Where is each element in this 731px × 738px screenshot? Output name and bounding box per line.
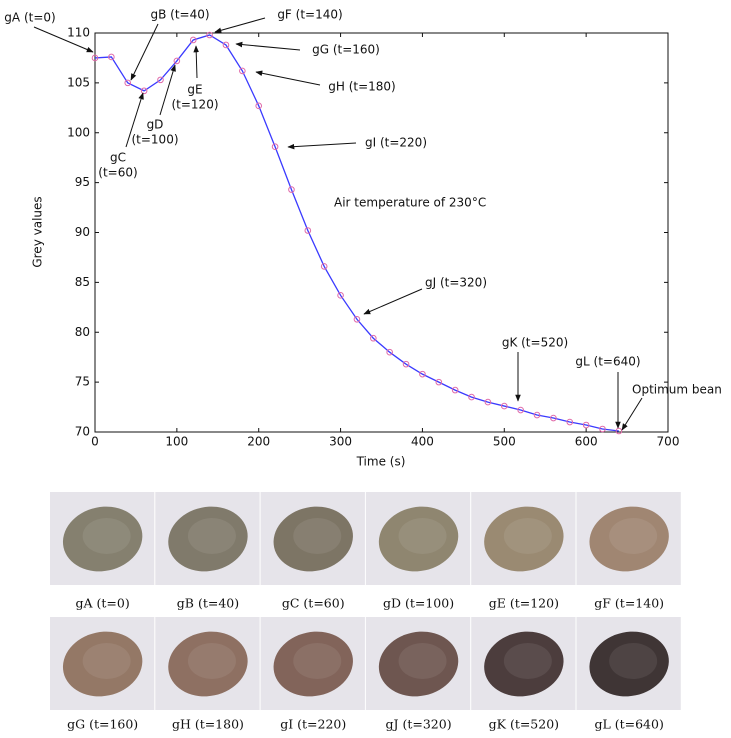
photo-caption: gD (t=100) — [383, 596, 454, 611]
photo-caption: gK (t=520) — [489, 717, 559, 732]
photo — [155, 492, 259, 585]
photo — [366, 492, 470, 585]
y-tick-label: 85 — [75, 275, 90, 289]
bean-highlight — [83, 643, 131, 679]
photo — [261, 617, 365, 710]
annotation: gF (t=140) — [277, 8, 342, 22]
annotation: (t=120) — [171, 98, 218, 112]
bean-highlight — [188, 643, 236, 679]
bean-highlight — [83, 518, 131, 554]
photo-caption: gE (t=120) — [489, 596, 559, 611]
photo-caption: gC (t=60) — [282, 596, 345, 611]
x-tick-label: 600 — [575, 435, 598, 449]
annotation: Air temperature of 230°C — [334, 196, 486, 210]
x-tick-label: 500 — [493, 435, 516, 449]
photo-caption: gB (t=40) — [177, 596, 239, 611]
annotation: (t=100) — [131, 133, 178, 147]
photo-caption: gA (t=0) — [76, 596, 130, 611]
x-tick-label: 400 — [411, 435, 434, 449]
x-tick-label: 0 — [91, 435, 99, 449]
annotation: Optimum bean — [632, 383, 722, 397]
annotation-arrow — [236, 44, 300, 50]
annotation: gB (t=40) — [150, 8, 209, 22]
annotation: gJ (t=320) — [425, 276, 487, 290]
bean-highlight — [188, 518, 236, 554]
photo — [577, 617, 681, 710]
bean-highlight — [293, 518, 341, 554]
data-line — [95, 35, 619, 431]
annotation: gA (t=0) — [4, 11, 55, 25]
annotation: gD — [147, 118, 164, 132]
y-axis-label: Grey values — [31, 196, 45, 267]
annotation: gK (t=520) — [502, 336, 568, 350]
photo — [261, 492, 365, 585]
annotation: gG (t=160) — [312, 43, 380, 57]
photo-caption: gI (t=220) — [280, 717, 346, 732]
photo-caption: gH (t=180) — [172, 717, 244, 732]
annotation: gL (t=640) — [575, 355, 640, 369]
photo — [471, 617, 575, 710]
photo — [366, 617, 470, 710]
bean-highlight — [609, 643, 657, 679]
y-tick-label: 105 — [67, 75, 90, 89]
y-tick-label: 110 — [67, 26, 90, 40]
annotation: gI (t=220) — [365, 136, 427, 150]
bean-highlight — [399, 643, 447, 679]
y-tick-label: 80 — [75, 325, 90, 339]
x-tick-label: 300 — [329, 435, 352, 449]
annotation-arrow — [364, 289, 422, 314]
photo — [577, 492, 681, 585]
y-tick-label: 95 — [75, 175, 90, 189]
x-tick-label: 100 — [165, 435, 188, 449]
y-tick-label: 90 — [75, 225, 90, 239]
annotation: gE — [187, 83, 202, 97]
annotation-arrow — [256, 72, 320, 85]
annotation: (t=60) — [98, 166, 137, 180]
x-tick-label: 200 — [247, 435, 270, 449]
annotation-arrow — [215, 18, 265, 32]
annotation-arrow — [131, 24, 158, 80]
photo — [155, 617, 259, 710]
photo-caption: gF (t=140) — [594, 596, 664, 611]
x-axis-label: Time (s) — [356, 455, 406, 469]
photo — [471, 492, 575, 585]
photo — [50, 617, 154, 710]
y-tick-label: 70 — [75, 425, 90, 439]
annotation: gC — [110, 151, 126, 165]
x-tick-label: 700 — [657, 435, 680, 449]
bean-highlight — [399, 518, 447, 554]
annotation-arrow — [196, 46, 197, 78]
annotation: gH (t=180) — [328, 80, 395, 94]
y-tick-label: 75 — [75, 375, 90, 389]
photo-caption: gL (t=640) — [594, 717, 663, 732]
bean-highlight — [609, 518, 657, 554]
annotation-arrow — [622, 398, 642, 430]
photo-caption: gJ (t=320) — [385, 717, 451, 732]
photo — [50, 492, 154, 585]
y-tick-label: 100 — [67, 125, 90, 139]
bean-highlight — [504, 643, 552, 679]
bean-highlight — [293, 643, 341, 679]
photo-caption: gG (t=160) — [67, 717, 138, 732]
annotation-arrow — [288, 143, 356, 147]
figure: Time (s) Grey values 0 100 200 300 400 500 600… — [0, 0, 731, 738]
bean-highlight — [504, 518, 552, 554]
